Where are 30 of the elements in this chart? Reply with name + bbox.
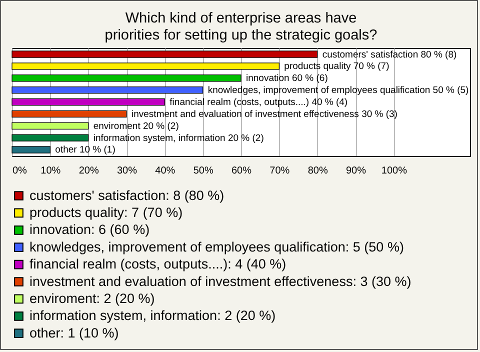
legend-label: enviroment: 2 (20 %) xyxy=(30,290,155,306)
data-label: information system, information 20 % (2) xyxy=(93,132,264,144)
legend-label: other: 1 (10 %) xyxy=(30,325,119,340)
legend-label: investment and evaluation of investment effectiveness: 3 (30 %) xyxy=(30,274,412,289)
data-label: customers' satisfaction 80 % (8) xyxy=(322,49,457,60)
data-label: enviroment 20 % (2) xyxy=(93,120,179,132)
data-label: financial realm (costs, outputs....) 40 % (4) xyxy=(170,97,348,108)
legend-label: knowledges, improvement of employees qualification: 5 (50 %) xyxy=(30,239,404,254)
x-tick-label: 50% xyxy=(193,166,214,176)
x-tick-label: 40% xyxy=(155,166,176,176)
x-tick-label: 60% xyxy=(231,166,252,176)
data-label: other 10 % (1) xyxy=(55,144,116,156)
legend-label: products quality: 7 (70 %) xyxy=(30,204,183,220)
x-tick-label: 80% xyxy=(308,166,328,176)
data-label: knowledges, improvement of employees qualification 50 % (5) xyxy=(208,85,469,96)
x-tick-label: 10% xyxy=(40,166,61,176)
data-label: investment and evaluation of investment effectiveness 30 % (3) xyxy=(132,108,398,120)
chart-title: Which kind of enterprise areas have priorities for setting up the strategic goals? xyxy=(104,10,378,44)
data-label: products quality 70 % (7) xyxy=(284,61,390,72)
data-label: innovation 60 % (6) xyxy=(246,73,328,84)
x-tick-label: 90% xyxy=(346,166,366,176)
x-tick-label: 0% xyxy=(12,166,28,176)
legend-label: customers' satisfaction: 8 (80 %) xyxy=(30,188,224,203)
x-tick-label: 30% xyxy=(116,166,138,176)
x-tick-label: 100% xyxy=(381,166,408,176)
x-tick-label: 70% xyxy=(270,166,290,176)
legend-label: information system, information: 2 (20 %) xyxy=(30,308,276,324)
x-tick-label: 20% xyxy=(78,166,99,176)
legend-label: innovation: 6 (60 %) xyxy=(30,222,150,238)
legend-label: financial realm (costs, outputs....): 4 (40 %) xyxy=(30,256,286,272)
